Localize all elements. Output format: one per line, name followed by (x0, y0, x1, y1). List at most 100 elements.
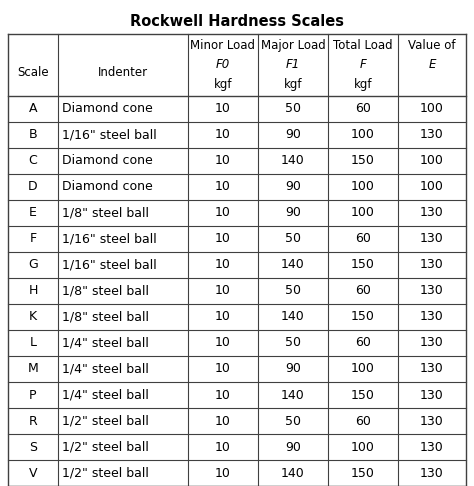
Text: kgf: kgf (284, 78, 302, 91)
Text: Indenter: Indenter (98, 66, 148, 79)
Text: 10: 10 (215, 415, 231, 428)
Text: F: F (360, 58, 366, 71)
Text: F0: F0 (216, 58, 230, 71)
Text: 1/8" steel ball: 1/8" steel ball (62, 284, 149, 297)
Text: 140: 140 (281, 311, 305, 324)
Text: 130: 130 (420, 284, 444, 297)
Text: 10: 10 (215, 467, 231, 480)
Text: Scale: Scale (17, 66, 49, 79)
Text: 10: 10 (215, 207, 231, 220)
Text: 50: 50 (285, 415, 301, 428)
Text: V: V (29, 467, 37, 480)
Text: 130: 130 (420, 336, 444, 349)
Text: 90: 90 (285, 363, 301, 376)
Text: H: H (28, 284, 38, 297)
Text: 140: 140 (281, 259, 305, 272)
Text: 100: 100 (351, 128, 375, 141)
Text: K: K (29, 311, 37, 324)
Text: 140: 140 (281, 388, 305, 401)
Text: Minor Load: Minor Load (191, 39, 255, 52)
Text: L: L (29, 336, 36, 349)
Text: 1/16" steel ball: 1/16" steel ball (62, 259, 157, 272)
Text: R: R (28, 415, 37, 428)
Text: Rockwell Hardness Scales: Rockwell Hardness Scales (130, 14, 344, 29)
Text: 130: 130 (420, 207, 444, 220)
Text: E: E (29, 207, 37, 220)
Text: 130: 130 (420, 128, 444, 141)
Text: 130: 130 (420, 259, 444, 272)
Text: F: F (29, 232, 36, 245)
Text: 130: 130 (420, 440, 444, 453)
Text: 60: 60 (355, 232, 371, 245)
Text: 130: 130 (420, 415, 444, 428)
Text: C: C (28, 155, 37, 168)
Text: 1/4" steel ball: 1/4" steel ball (62, 363, 149, 376)
Text: 1/4" steel ball: 1/4" steel ball (62, 388, 149, 401)
Text: 1/16" steel ball: 1/16" steel ball (62, 128, 157, 141)
Text: 10: 10 (215, 284, 231, 297)
Text: 100: 100 (420, 103, 444, 116)
Text: 150: 150 (351, 259, 375, 272)
Text: 100: 100 (351, 440, 375, 453)
Text: 1/2" steel ball: 1/2" steel ball (62, 415, 149, 428)
Text: D: D (28, 180, 38, 193)
Text: Diamond cone: Diamond cone (62, 180, 153, 193)
Text: 130: 130 (420, 232, 444, 245)
Text: Major Load: Major Load (261, 39, 325, 52)
Text: B: B (29, 128, 37, 141)
Text: 10: 10 (215, 388, 231, 401)
Text: 1/8" steel ball: 1/8" steel ball (62, 311, 149, 324)
Text: 10: 10 (215, 103, 231, 116)
Text: 150: 150 (351, 155, 375, 168)
Text: 140: 140 (281, 155, 305, 168)
Text: 60: 60 (355, 336, 371, 349)
Text: Diamond cone: Diamond cone (62, 103, 153, 116)
Text: 10: 10 (215, 232, 231, 245)
Text: 10: 10 (215, 155, 231, 168)
Text: 130: 130 (420, 388, 444, 401)
Text: E: E (428, 58, 436, 71)
Text: F1: F1 (286, 58, 300, 71)
Text: 60: 60 (355, 284, 371, 297)
Text: 10: 10 (215, 180, 231, 193)
Text: kgf: kgf (354, 78, 372, 91)
Text: 130: 130 (420, 467, 444, 480)
Text: 140: 140 (281, 467, 305, 480)
Text: 90: 90 (285, 440, 301, 453)
Text: 100: 100 (351, 207, 375, 220)
Text: 130: 130 (420, 311, 444, 324)
Text: 10: 10 (215, 440, 231, 453)
Text: M: M (27, 363, 38, 376)
Text: 10: 10 (215, 363, 231, 376)
Text: 1/2" steel ball: 1/2" steel ball (62, 440, 149, 453)
Text: G: G (28, 259, 38, 272)
Text: 150: 150 (351, 311, 375, 324)
Text: 10: 10 (215, 128, 231, 141)
Text: 1/8" steel ball: 1/8" steel ball (62, 207, 149, 220)
Text: 100: 100 (351, 363, 375, 376)
Text: P: P (29, 388, 37, 401)
Text: 90: 90 (285, 180, 301, 193)
Text: 1/4" steel ball: 1/4" steel ball (62, 336, 149, 349)
Text: 90: 90 (285, 207, 301, 220)
Text: Diamond cone: Diamond cone (62, 155, 153, 168)
Text: Total Load: Total Load (333, 39, 393, 52)
Text: 100: 100 (351, 180, 375, 193)
Text: 50: 50 (285, 336, 301, 349)
Text: 50: 50 (285, 232, 301, 245)
Text: 100: 100 (420, 155, 444, 168)
Text: Value of: Value of (408, 39, 456, 52)
Text: 10: 10 (215, 311, 231, 324)
Text: 60: 60 (355, 415, 371, 428)
Text: 100: 100 (420, 180, 444, 193)
Text: 50: 50 (285, 103, 301, 116)
Text: 60: 60 (355, 103, 371, 116)
Text: 130: 130 (420, 363, 444, 376)
Text: 1/16" steel ball: 1/16" steel ball (62, 232, 157, 245)
Text: S: S (29, 440, 37, 453)
Text: 150: 150 (351, 467, 375, 480)
Text: 10: 10 (215, 336, 231, 349)
Text: 50: 50 (285, 284, 301, 297)
Text: A: A (29, 103, 37, 116)
Text: kgf: kgf (214, 78, 232, 91)
